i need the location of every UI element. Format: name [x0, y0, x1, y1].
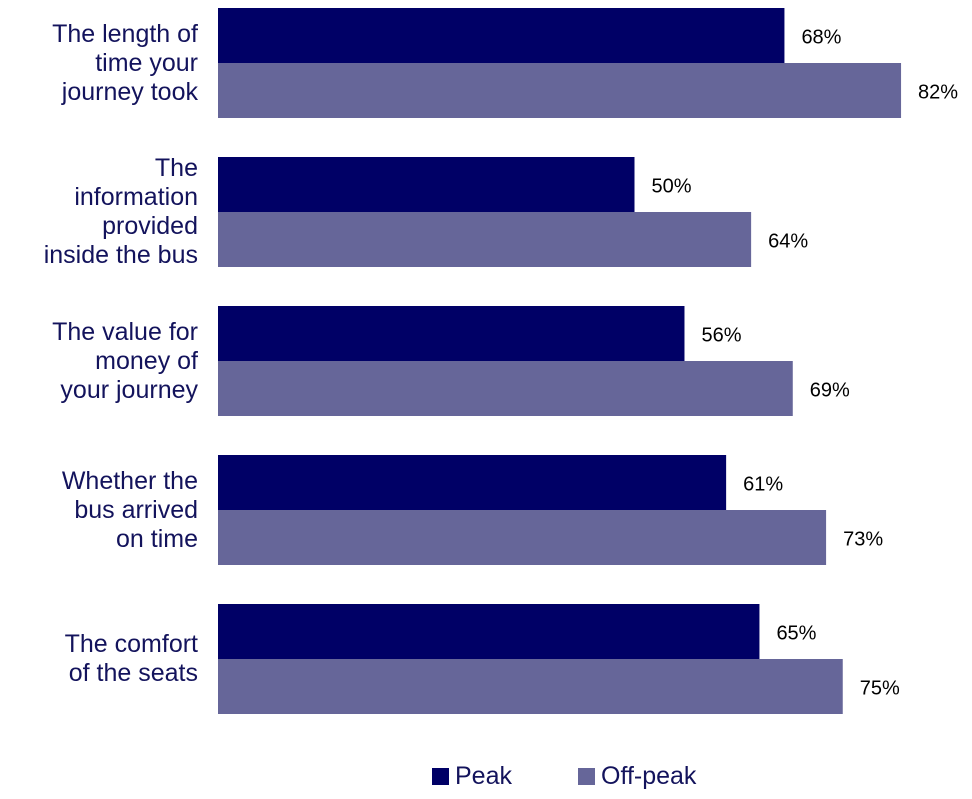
category-label-line: of the seats — [68, 659, 198, 687]
data-label-off-peak-1: 82% — [918, 82, 958, 104]
legend-label-off-peak: Off-peak — [601, 762, 697, 790]
category-label-line: information — [74, 183, 198, 211]
data-label-peak-3: 56% — [701, 325, 741, 347]
category-label-line: journey took — [61, 77, 198, 106]
category-label-line: The length of — [52, 19, 198, 48]
bar-peak-4 — [218, 455, 727, 510]
category-label-line: provided — [102, 212, 198, 240]
category-label-5: The comfort of the seats — [0, 630, 198, 688]
bar-off-peak-4 — [218, 510, 827, 565]
data-label-off-peak-3: 69% — [810, 380, 850, 402]
data-label-off-peak-2: 64% — [768, 231, 808, 253]
legend-swatch-off-peak — [578, 768, 595, 785]
data-label-off-peak-4: 73% — [843, 529, 883, 551]
bar-off-peak-5 — [218, 659, 843, 714]
bar-peak-2 — [218, 157, 635, 212]
data-label-peak-1: 68% — [801, 27, 841, 49]
bar-off-peak-3 — [218, 361, 793, 416]
bar-off-peak-2 — [218, 212, 752, 267]
category-label-line: The comfort — [64, 630, 198, 658]
category-label-line: bus arrived — [74, 495, 198, 524]
legend-swatch-peak — [432, 768, 449, 785]
bar-peak-1 — [218, 8, 785, 63]
bar-peak-3 — [218, 306, 685, 361]
category-label-line: money of — [95, 346, 198, 375]
category-label-1: The length of time your journey took — [0, 20, 198, 107]
category-label-line: The value for — [52, 317, 198, 346]
category-label-line: your journey — [60, 375, 198, 404]
category-label-2: The information provided inside the bus — [0, 154, 198, 270]
data-label-peak-5: 65% — [776, 623, 816, 645]
legend-label-peak: Peak — [455, 762, 512, 790]
data-label-peak-4: 61% — [743, 474, 783, 496]
category-label-line: Whether the — [61, 466, 198, 495]
data-label-peak-2: 50% — [652, 176, 692, 198]
category-label-line: inside the bus — [43, 241, 198, 269]
bar-off-peak-1 — [218, 63, 902, 118]
category-label-line: time your — [95, 48, 198, 77]
category-label-line: The — [154, 154, 198, 182]
data-label-off-peak-5: 75% — [860, 678, 900, 700]
legend: Peak Off-peak — [0, 762, 972, 796]
category-label-3: The value for money of your journey — [0, 318, 198, 405]
category-label-4: Whether the bus arrived on time — [0, 467, 198, 554]
bar-peak-5 — [218, 604, 760, 659]
category-label-line: on time — [116, 524, 198, 553]
legend-item-peak: Peak — [432, 762, 512, 791]
legend-item-off-peak: Off-peak — [578, 762, 696, 791]
